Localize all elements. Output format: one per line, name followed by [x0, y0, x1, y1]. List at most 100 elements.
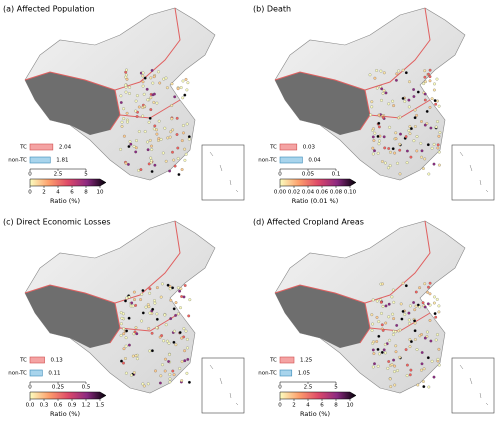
station-dot	[141, 80, 145, 84]
station-dot	[407, 311, 411, 315]
station-dot	[143, 76, 147, 80]
station-dot	[168, 373, 172, 376]
sea-inset	[451, 357, 495, 414]
station-dot	[408, 322, 412, 325]
station-dot	[381, 115, 385, 119]
station-dot	[132, 144, 136, 148]
station-dot	[122, 327, 126, 331]
station-dot	[435, 297, 439, 301]
station-dot	[158, 381, 162, 385]
bar-value: 0.13	[51, 358, 64, 364]
station-dot	[122, 134, 126, 138]
station-dot	[375, 299, 379, 303]
station-dot	[139, 298, 143, 302]
bar-value: 2.04	[59, 145, 72, 151]
station-dot	[377, 121, 381, 125]
station-dot	[381, 328, 385, 332]
station-dot	[173, 164, 177, 168]
station-dot	[169, 130, 173, 134]
station-dot	[405, 363, 409, 367]
station-dot	[401, 281, 405, 285]
station-dot	[150, 148, 154, 151]
station-dot	[172, 307, 176, 311]
station-dot	[155, 317, 159, 321]
station-dot	[430, 97, 434, 101]
station-dot	[413, 125, 417, 128]
islands	[209, 364, 239, 406]
station-dot	[408, 338, 412, 342]
station-dot	[428, 281, 432, 285]
station-dot	[174, 343, 178, 347]
station-dot	[412, 139, 416, 143]
station-dot	[143, 104, 147, 108]
station-dot	[394, 131, 398, 135]
station-dot	[155, 128, 158, 132]
station-dot	[170, 104, 174, 107]
station-dot	[405, 149, 409, 153]
bar-tick-label: 2.5	[304, 385, 313, 391]
station-dot	[424, 80, 427, 84]
station-dot	[390, 363, 394, 367]
station-dot	[421, 301, 425, 305]
colorbar-label: Ratio (%)	[50, 410, 80, 418]
station-dot	[433, 312, 437, 316]
station-dot	[388, 164, 392, 168]
station-dot	[437, 304, 441, 308]
station-dot	[427, 385, 431, 389]
station-dot	[150, 170, 154, 173]
station-dot	[124, 357, 127, 360]
colorbar-tick-label: 0.6	[54, 403, 63, 409]
station-dot	[153, 124, 157, 128]
station-dot	[149, 108, 153, 112]
station-dot	[433, 82, 436, 86]
station-dot	[176, 146, 180, 150]
station-dot	[184, 77, 188, 81]
station-dot	[394, 78, 398, 82]
colorbar-tick-label: 0.9	[68, 403, 77, 409]
station-dot	[169, 298, 173, 302]
station-dot	[175, 116, 179, 120]
station-dot	[134, 146, 138, 150]
station-dot	[371, 152, 375, 156]
station-dot	[131, 304, 135, 308]
station-dot	[430, 146, 434, 150]
station-dot	[381, 91, 385, 95]
station-dot	[404, 71, 408, 75]
station-dot	[427, 72, 430, 76]
station-dot	[147, 327, 151, 330]
bar-label: non-TC	[258, 371, 277, 377]
colorbar-tick-label: 2	[42, 190, 46, 196]
station-dot	[183, 147, 187, 151]
bar-tick-label: 0	[278, 385, 282, 391]
station-dot	[165, 86, 169, 90]
station-dot	[416, 303, 420, 307]
station-dot	[391, 288, 395, 292]
station-dot	[151, 307, 155, 311]
station-dot	[387, 102, 391, 106]
station-dot	[146, 148, 150, 152]
station-dot	[409, 127, 413, 131]
station-dot	[425, 109, 429, 113]
station-dot	[185, 337, 189, 341]
station-dot	[434, 102, 438, 106]
station-dot	[418, 305, 422, 309]
station-dot	[122, 107, 126, 111]
station-dot	[371, 322, 375, 326]
station-dot	[135, 94, 139, 98]
station-dot	[167, 341, 171, 345]
colorbar-tick-label: 0	[278, 403, 282, 409]
bar-tick-label: 0.05	[302, 172, 315, 178]
station-dot	[148, 116, 152, 120]
station-dot	[185, 88, 189, 92]
station-dot	[436, 120, 439, 124]
station-dot	[423, 282, 427, 286]
station-dot	[399, 302, 403, 306]
colorbar-tick-label: 2	[292, 403, 296, 409]
station-dot	[384, 321, 388, 325]
colorbar-label: Ratio (%)	[50, 197, 80, 205]
colorbar-tick-label: 0.04	[302, 190, 315, 196]
bar	[29, 156, 51, 164]
station-dot	[413, 319, 417, 323]
station-dot	[394, 330, 398, 334]
station-dot	[423, 75, 427, 79]
